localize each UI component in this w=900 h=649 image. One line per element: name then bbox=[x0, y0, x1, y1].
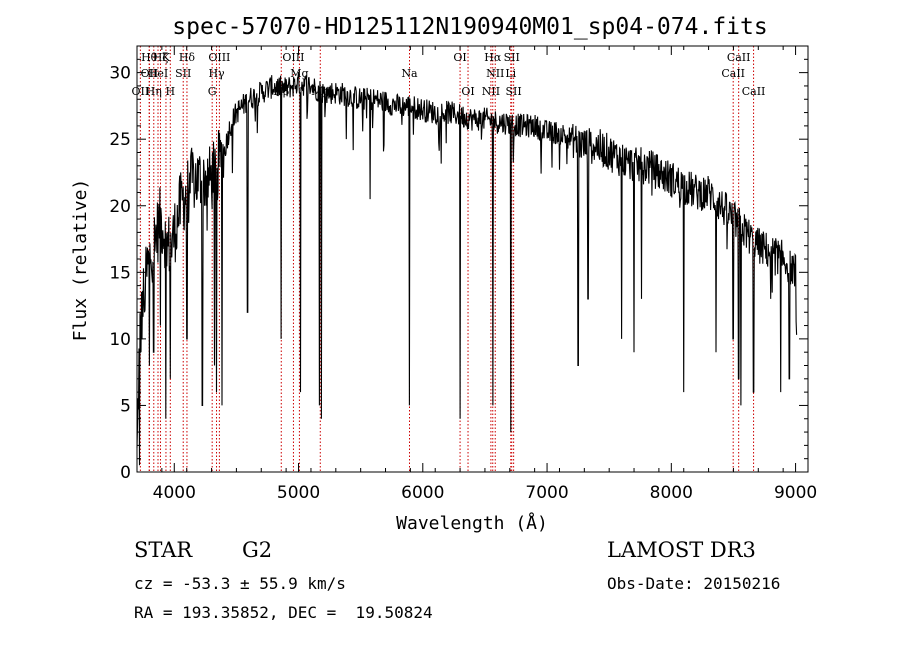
line-marker-label: SII bbox=[506, 85, 522, 98]
line-marker-label: Mg bbox=[290, 67, 308, 80]
y-axis-label: Flux (relative) bbox=[70, 179, 91, 342]
line-marker-label: SII bbox=[504, 51, 520, 64]
y-tick-label: 15 bbox=[109, 263, 131, 283]
line-marker-label: Hη bbox=[146, 85, 162, 98]
x-axis-ticks: 4000 5000 6000 7000 8000 9000 bbox=[136, 46, 817, 503]
line-marker-label: K bbox=[162, 51, 171, 64]
line-marker-label: Hδ bbox=[179, 51, 196, 64]
y-tick-label: 10 bbox=[109, 330, 131, 350]
line-marker-label: OI bbox=[461, 85, 474, 98]
line-marker-label: Hα bbox=[484, 51, 502, 64]
line-marker-label: SII bbox=[175, 67, 191, 80]
object-subclass: G2 bbox=[242, 538, 273, 562]
line-marker-label: HeI bbox=[148, 67, 168, 80]
line-marker-label: Na bbox=[401, 67, 418, 80]
line-marker-label: Li bbox=[505, 67, 516, 80]
y-tick-label: 5 bbox=[120, 396, 131, 416]
x-tick-label: 5000 bbox=[277, 483, 320, 503]
line-marker-label: OIII bbox=[208, 51, 230, 64]
line-marker-label: OII bbox=[131, 85, 149, 98]
x-tick-label: 4000 bbox=[153, 483, 196, 503]
sky-coordinates: RA = 193.35852, DEC = 19.50824 bbox=[134, 603, 433, 622]
line-marker-label: NII bbox=[482, 85, 500, 98]
survey-name: LAMOST DR3 bbox=[607, 538, 756, 562]
line-marker-label: CaII bbox=[721, 67, 745, 80]
spectrum-line bbox=[136, 72, 798, 466]
line-marker-label: H bbox=[166, 85, 176, 98]
line-marker-label: G bbox=[208, 85, 217, 98]
line-marker-labels: OIIHθOIIHηHeIHζKHSIIHδGHγOIIIHβOIIIMgMgN… bbox=[131, 51, 765, 98]
x-tick-label: 7000 bbox=[525, 483, 568, 503]
y-tick-label: 25 bbox=[109, 130, 131, 150]
chart-title: spec-57070-HD125112N190940M01_sp04-074.f… bbox=[172, 14, 767, 40]
y-tick-label: 30 bbox=[109, 64, 131, 84]
line-marker-label: CaII bbox=[727, 51, 751, 64]
y-axis-ticks: 0 5 10 15 20 25 30 bbox=[109, 45, 808, 483]
line-marker-label: NII bbox=[486, 67, 504, 80]
y-tick-label: 20 bbox=[109, 197, 131, 217]
line-marker-label: Hγ bbox=[208, 67, 225, 80]
line-marker-label: Hθ bbox=[141, 51, 158, 64]
line-marker-label: OI bbox=[453, 51, 466, 64]
line-marker-label: CaII bbox=[742, 85, 766, 98]
line-marker-label: Mg bbox=[311, 85, 329, 98]
line-marker-label: OII bbox=[141, 67, 159, 80]
x-axis-label: Wavelength (Å) bbox=[396, 512, 548, 534]
x-tick-label: 6000 bbox=[401, 483, 444, 503]
x-tick-label: 8000 bbox=[650, 483, 693, 503]
x-tick-label: 9000 bbox=[774, 483, 817, 503]
y-tick-label: 0 bbox=[120, 463, 131, 483]
redshift-cz: cz = -53.3 ± 55.9 km/s bbox=[134, 574, 346, 593]
observation-date: Obs-Date: 20150216 bbox=[607, 574, 781, 593]
line-marker-label: Hζ bbox=[153, 51, 169, 64]
line-marker-label: Hβ bbox=[273, 85, 289, 98]
object-class: STAR bbox=[134, 538, 193, 562]
line-marker-label: OIII bbox=[282, 51, 304, 64]
